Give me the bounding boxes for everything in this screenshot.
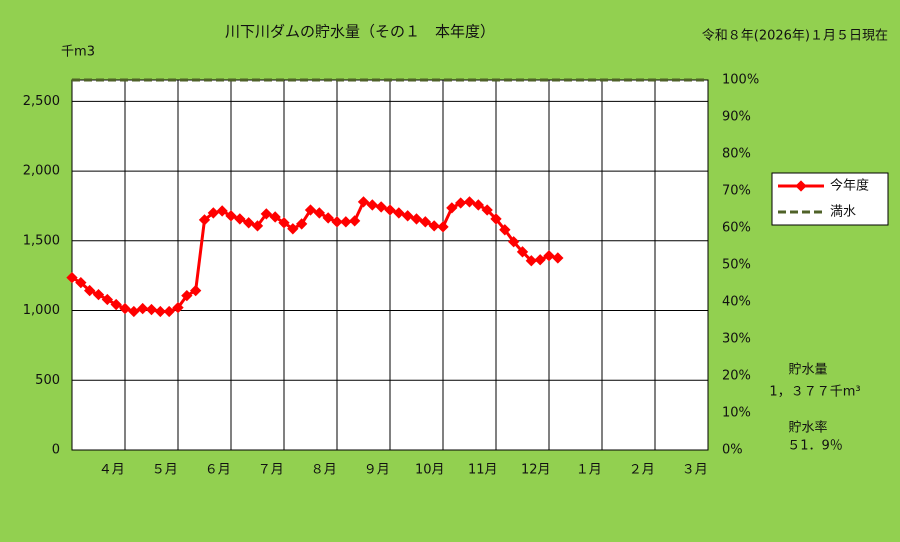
data-point [499, 224, 511, 236]
data-point [402, 210, 414, 222]
x-tick-label: ９月 [364, 463, 390, 478]
info-value: 1，３７７千m³ [769, 385, 860, 400]
data-point [207, 207, 219, 219]
y2-tick-label: 90% [722, 110, 751, 125]
y2-tick-label: 80% [722, 147, 751, 162]
x-tick-label: ５月 [152, 463, 178, 478]
data-point [366, 199, 378, 211]
data-point [410, 213, 423, 225]
data-point [304, 204, 317, 216]
y-tick-label: 1,000 [23, 303, 60, 318]
data-point [137, 302, 149, 315]
y2-tick-label: 50% [722, 258, 751, 273]
data-point [190, 284, 202, 297]
data-point [216, 205, 228, 217]
y2-tick-label: 60% [722, 221, 751, 236]
y2-tick-label: 40% [722, 295, 751, 310]
y-tick-label: 2,000 [23, 164, 60, 179]
data-point [481, 204, 493, 216]
data-point [490, 213, 502, 225]
data-point [428, 220, 440, 232]
y-tick-label: 500 [35, 373, 60, 388]
y-unit: 千m3 [61, 45, 95, 60]
x-tick-label: ２月 [629, 463, 655, 478]
data-point [181, 289, 193, 302]
data-point [251, 220, 264, 232]
x-tick-label: ３月 [682, 463, 708, 478]
info-value: ５1．9％ [787, 439, 843, 454]
x-tick-label: 10月 [415, 463, 445, 478]
chart-title: 川下川ダムの貯水量（その１ 本年度） [225, 23, 495, 41]
data-point [446, 202, 458, 214]
data-point [163, 305, 175, 318]
legend-swatch [795, 180, 807, 192]
data-point [437, 221, 449, 233]
x-tick-label: 12月 [521, 463, 551, 478]
data-point [225, 210, 237, 222]
legend [771, 172, 889, 226]
y2-tick-label: 100% [722, 73, 759, 88]
y-tick-label: 2,500 [23, 94, 60, 109]
y-tick-label: 0 [52, 443, 60, 458]
data-point [278, 217, 290, 229]
data-point [455, 197, 467, 209]
data-point [260, 208, 272, 220]
x-tick-label: １月 [576, 463, 602, 478]
y2-tick-label: 20% [722, 369, 751, 384]
data-point [331, 216, 343, 228]
data-point [287, 223, 299, 235]
data-point [340, 216, 352, 228]
data-point [463, 196, 476, 208]
y2-tick-label: 70% [722, 184, 751, 199]
x-tick-label: ８月 [311, 463, 337, 478]
info-label: 貯水率 [788, 420, 827, 436]
date-note: 令和８年(2026年)１月５日現在 [702, 29, 888, 44]
legend-label: 今年度 [830, 178, 869, 194]
x-tick-label: ６月 [205, 463, 231, 478]
data-point [393, 207, 405, 219]
data-point [322, 212, 334, 224]
data-point [349, 215, 361, 227]
data-point [525, 255, 537, 267]
data-point [419, 216, 431, 228]
info-label: 貯水量 [788, 363, 827, 378]
x-tick-label: 11月 [468, 463, 498, 478]
data-point [472, 199, 484, 211]
data-point [269, 211, 281, 223]
data-point [296, 218, 308, 230]
data-point [243, 217, 255, 229]
data-point [198, 214, 211, 226]
data-point [154, 305, 166, 318]
y2-tick-label: 10% [722, 406, 751, 421]
data-point [543, 250, 555, 262]
data-point [313, 207, 325, 219]
data-point [552, 252, 564, 264]
x-tick-label: ４月 [99, 463, 125, 478]
data-point [357, 196, 370, 208]
data-point [145, 303, 158, 316]
data-point [172, 301, 184, 314]
x-tick-label: ７月 [258, 463, 284, 478]
data-point [128, 305, 140, 318]
y2-tick-label: 30% [722, 332, 751, 347]
y-tick-label: 1,500 [23, 233, 60, 248]
legend-label: 満水 [830, 205, 856, 220]
y2-tick-label: 0% [722, 443, 743, 458]
data-point [534, 254, 546, 266]
data-point [375, 201, 387, 213]
data-point [384, 204, 396, 216]
data-point [234, 213, 246, 225]
data-point [516, 246, 529, 258]
